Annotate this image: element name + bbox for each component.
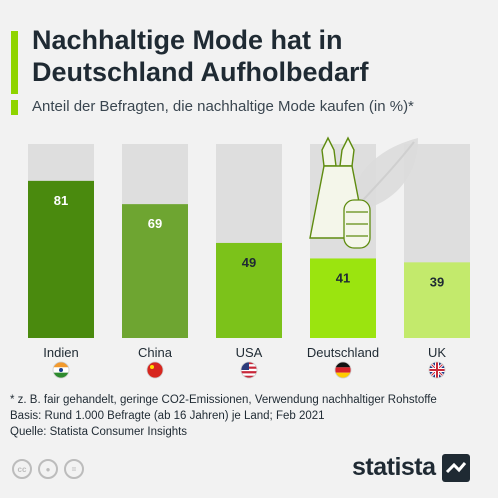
- bar-series: [28, 180, 470, 338]
- footnote-source: Quelle: Statista Consumer Insights: [10, 426, 188, 438]
- footnotes: * z. B. fair gehandelt, geringe CO2-Emis…: [10, 392, 490, 440]
- bar-uk: [404, 262, 470, 338]
- germany-flag-icon: [334, 361, 352, 379]
- bar-usa: [216, 242, 282, 338]
- subtitle-accent-bar: [11, 100, 18, 115]
- dress-and-leaf-illustration: [309, 136, 418, 249]
- attribution-icon[interactable]: ●: [38, 459, 58, 479]
- value-label: 41: [336, 270, 350, 285]
- flag-icons: [52, 361, 446, 379]
- license-icons: cc ● =: [12, 459, 84, 479]
- category-label: UK: [428, 345, 446, 360]
- india-flag-icon: [52, 361, 70, 379]
- value-label: 39: [430, 274, 444, 289]
- value-label: 49: [242, 255, 256, 270]
- creative-commons-icon[interactable]: cc: [12, 459, 32, 479]
- category-label: USA: [236, 345, 263, 360]
- brand-name: statista: [352, 453, 436, 481]
- value-labels: 81 69 49 41 39: [54, 193, 444, 289]
- statista-logo-icon: [441, 453, 470, 482]
- category-labels: Indien China USA Deutschland UK: [43, 345, 446, 360]
- statista-brand[interactable]: statista: [352, 453, 470, 482]
- uk-flag-icon: [428, 361, 446, 379]
- title-accent-bar: [11, 31, 18, 94]
- bar-indien: [28, 180, 94, 338]
- bar-china: [122, 204, 188, 338]
- value-label: 81: [54, 193, 68, 208]
- category-label: Indien: [43, 345, 78, 360]
- value-label: 69: [148, 216, 162, 231]
- footnote-note: * z. B. fair gehandelt, geringe CO2-Emis…: [10, 394, 437, 406]
- category-label: Deutschland: [307, 345, 379, 360]
- category-label: China: [138, 345, 173, 360]
- footnote-basis: Basis: Rund 1.000 Befragte (ab 16 Jahren…: [10, 410, 325, 422]
- bar-deutschland: [310, 258, 376, 338]
- chart-subtitle: Anteil der Befragten, die nachhaltige Mo…: [32, 98, 414, 115]
- usa-flag-icon: [240, 361, 258, 379]
- bar-chart: 81 69 49 41 39 Indien China USA Deutschland UK: [28, 136, 470, 379]
- chart-title: Nachhaltige Mode hat in Deutschland Aufh…: [32, 25, 369, 87]
- china-flag-icon: [146, 361, 164, 379]
- no-derivatives-icon[interactable]: =: [64, 459, 84, 479]
